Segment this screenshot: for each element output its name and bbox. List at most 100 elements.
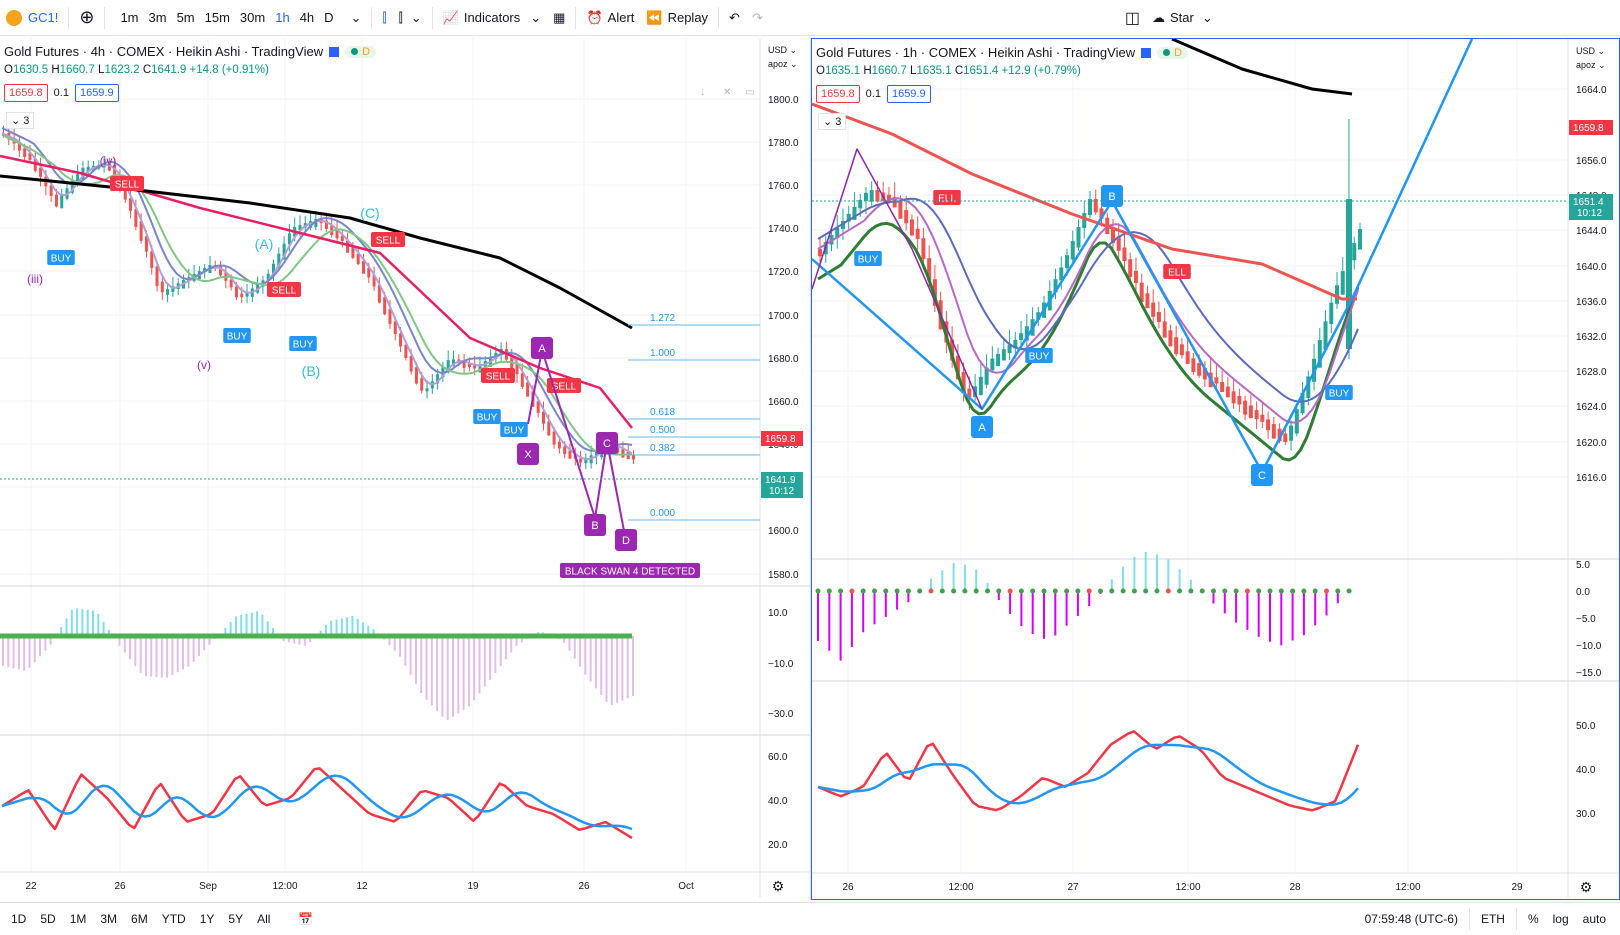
candle-body — [557, 441, 561, 449]
candle-body — [898, 200, 903, 219]
candle-body — [1237, 396, 1242, 405]
log-toggle[interactable]: log — [1552, 912, 1569, 926]
chevron-down-icon: ⌄ — [823, 116, 836, 128]
market-status-pill[interactable]: D — [345, 45, 377, 58]
macd-signal-dot — [1018, 588, 1024, 594]
interval-15m[interactable]: 15m — [204, 10, 230, 25]
compare-button[interactable]: ⊕ — [73, 0, 100, 36]
chart-type-bars-button[interactable]: ⫿ — [376, 0, 392, 36]
range-5d[interactable]: 5D — [40, 912, 56, 926]
chart-pane-4h[interactable]: USD ⌄ apoz ⌄ 1800.0 1780.0 1760.0 1740.0 1720.… — [0, 38, 811, 900]
replay-button[interactable]: ⏪ Replay — [640, 0, 714, 36]
interval-d[interactable]: D — [324, 10, 334, 25]
symbol-search[interactable]: GC1! — [0, 0, 64, 36]
session-button[interactable]: ETH — [1480, 912, 1505, 926]
interval-1h[interactable]: 1h — [275, 10, 290, 25]
black-swan-label-bg — [560, 563, 700, 578]
chart-pane-1h[interactable]: USD ⌄apoz ⌄1664.01656.01648.01644.01640.… — [811, 38, 1620, 900]
star-label: Star — [1169, 10, 1194, 25]
buy-signal-label-bg — [1325, 385, 1353, 400]
alert-button[interactable]: ⏰ Alert — [580, 0, 640, 36]
interval-5m[interactable]: 5m — [176, 10, 195, 25]
redo-button[interactable]: ↷ — [746, 0, 769, 36]
chart-title[interactable]: Gold Futures · 4h · COMEX · Heikin Ashi … — [4, 44, 324, 59]
macd-signal-dot — [917, 588, 923, 594]
chart-type-candles-button[interactable]: ⫿ ⌄ — [393, 0, 428, 36]
macd-signal-dot — [985, 588, 990, 594]
range-ytd[interactable]: YTD — [161, 912, 186, 926]
candle-body — [377, 285, 381, 303]
rewind-icon: ⏪ — [646, 9, 663, 25]
indicators-button[interactable]: 📈 Indicators ⌄ — [437, 0, 547, 36]
candle-body — [1352, 243, 1357, 261]
candle-body — [420, 378, 424, 391]
candle-body — [552, 431, 556, 445]
templates-button[interactable]: ▦ — [547, 0, 571, 36]
flag-icon[interactable] — [329, 46, 340, 57]
undo-button[interactable]: ↶ — [723, 0, 746, 36]
date-range-button[interactable]: 📅 — [291, 912, 320, 926]
candle-body — [1174, 337, 1179, 355]
save-layout-button[interactable]: ☁ Star ⌄ — [1146, 0, 1219, 36]
candle-body — [1214, 377, 1219, 384]
bid-button[interactable]: 1659.8 — [4, 84, 48, 102]
interval-3m[interactable]: 3m — [148, 10, 167, 25]
range-1d[interactable]: 1D — [11, 912, 27, 926]
macd-signal-dot — [1120, 588, 1126, 594]
high-key: H — [863, 65, 872, 77]
change-value: +14.8 (+0.91%) — [189, 64, 269, 76]
candle-body — [150, 251, 154, 268]
interval-dropdown[interactable]: ⌄ — [345, 0, 368, 36]
candle-body — [139, 221, 143, 241]
high-value: 1660.7 — [59, 64, 95, 76]
bid-button[interactable]: 1659.8 — [816, 85, 860, 103]
close-value: 1641.9 — [151, 64, 187, 76]
range-3m[interactable]: 3M — [100, 912, 118, 926]
candle-body — [383, 297, 387, 315]
range-1m[interactable]: 1M — [69, 912, 87, 926]
chevron-down-icon: ⌄ — [410, 9, 422, 25]
rsi-tick-label: 60.0 — [768, 752, 788, 763]
macd-signal-dot — [1007, 588, 1013, 594]
auto-toggle[interactable]: auto — [1582, 912, 1606, 926]
percent-toggle[interactable]: % — [1527, 912, 1539, 926]
range-5y[interactable]: 5Y — [228, 912, 244, 926]
indicators-collapse-button[interactable]: ⌄ 3 — [818, 113, 847, 130]
ask-button[interactable]: 1659.9 — [74, 84, 119, 102]
open-value: 1635.1 — [824, 65, 861, 77]
candle-body — [1225, 386, 1230, 398]
range-1y[interactable]: 1Y — [199, 912, 215, 926]
layout-button[interactable]: ◫ — [1119, 0, 1146, 36]
candle-body — [1317, 340, 1322, 368]
chart-canvas-4h[interactable]: USD ⌄ apoz ⌄ 1800.0 1780.0 1760.0 1740.0 1720.… — [0, 38, 811, 900]
buy-signal-label-bg — [47, 250, 75, 265]
macd-tick-label: 5.0 — [1576, 560, 1590, 571]
interval-30m[interactable]: 30m — [239, 10, 266, 25]
clock-label[interactable]: 07:59:48 (UTC-6) — [1364, 912, 1458, 926]
sell-signal-label: SELL — [486, 372, 511, 383]
close-key: C — [954, 65, 964, 77]
range-6m[interactable]: 6M — [131, 912, 148, 926]
alarm-clock-icon: ⏰ — [586, 9, 603, 25]
candle-body — [1036, 312, 1041, 321]
chevron-down-icon: ⌄ — [11, 115, 24, 127]
candle-body — [362, 260, 365, 274]
candle-body — [28, 153, 32, 160]
ask-button[interactable]: 1659.9 — [886, 85, 931, 103]
interval-4h[interactable]: 4h — [299, 10, 315, 25]
chart-title[interactable]: Gold Futures · 1h · COMEX · Heikin Ashi … — [816, 45, 1136, 60]
indicators-collapse-button[interactable]: ⌄ 3 — [6, 112, 35, 129]
range-all[interactable]: All — [257, 912, 271, 926]
sell-signal-label: SELL — [552, 382, 577, 393]
chart-canvas-1h[interactable]: USD ⌄apoz ⌄1664.01656.01648.01644.01640.… — [812, 39, 1619, 899]
market-status-pill[interactable]: D — [1157, 46, 1189, 59]
divider — [1515, 908, 1517, 930]
macd-signal-dot — [1335, 588, 1341, 594]
flag-icon[interactable] — [1141, 47, 1152, 58]
scale-mode-label: apoz ⌄ — [1576, 60, 1606, 70]
macd-signal-dot — [1143, 588, 1149, 594]
price-tick-label: 1616.0 — [1576, 473, 1607, 484]
interval-1m[interactable]: 1m — [120, 10, 139, 25]
candle-body — [526, 382, 530, 397]
change-value: +12.9 (+0.79%) — [1001, 65, 1081, 77]
